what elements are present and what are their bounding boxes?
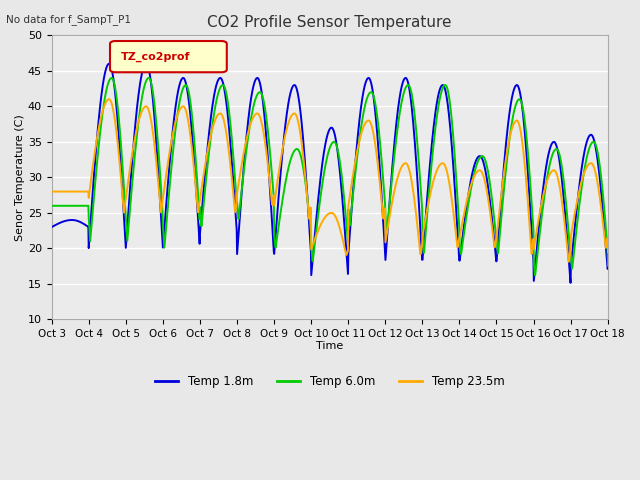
Title: CO2 Profile Sensor Temperature: CO2 Profile Sensor Temperature [207,15,452,30]
Text: TZ_co2prof: TZ_co2prof [121,51,191,62]
X-axis label: Time: Time [316,340,343,350]
Text: No data for f_SampT_P1: No data for f_SampT_P1 [6,14,131,25]
Y-axis label: Senor Temperature (C): Senor Temperature (C) [15,114,25,241]
Legend: Temp 1.8m, Temp 6.0m, Temp 23.5m: Temp 1.8m, Temp 6.0m, Temp 23.5m [150,371,509,393]
FancyBboxPatch shape [110,41,227,72]
